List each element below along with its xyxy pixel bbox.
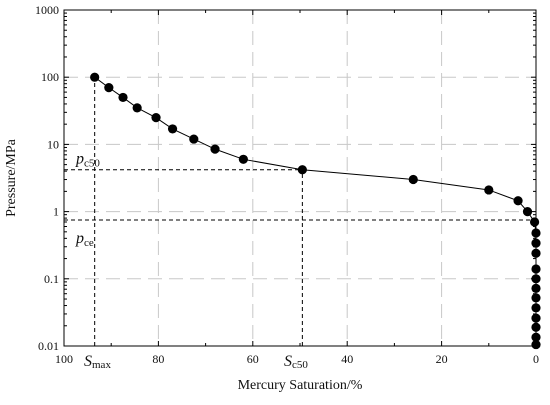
data-points [90, 72, 541, 350]
annotation-sc50: Sc50 [284, 353, 308, 371]
data-point-13 [522, 207, 533, 217]
x-tick-label-0: 100 [55, 352, 73, 366]
x-tick-label-2: 60 [247, 352, 259, 366]
x-tick-label-3: 40 [341, 352, 353, 366]
data-point-1 [104, 83, 114, 93]
annotation-pc50: pc50 [75, 151, 100, 170]
annotation-pc50-sub: c50 [84, 158, 100, 170]
y-tick-label-2: 1 [53, 205, 59, 219]
plot-frame [63, 9, 537, 347]
x-axis-title: Mercury Saturation/% [238, 378, 363, 393]
y-axis-title: Pressure/MPa [4, 138, 19, 217]
data-point-7 [210, 144, 220, 154]
annotation-smax-sub: max [92, 359, 111, 371]
annotation-pce-sub: ce [84, 237, 94, 249]
data-point-12 [513, 196, 523, 206]
annotation-sc50-sub: c50 [292, 359, 308, 371]
axis-ticks [63, 9, 537, 347]
x-tick-label-4: 20 [436, 352, 448, 366]
data-point-10 [408, 174, 418, 185]
reference-lines [64, 77, 536, 346]
annotation-sc50-main: S [284, 353, 292, 370]
annotation-smax-main: S [84, 353, 92, 370]
x-tick-labels: 100 80 60 40 20 0 [55, 352, 539, 366]
x-tick-label-1: 80 [152, 352, 164, 366]
data-point-9 [297, 165, 307, 175]
y-tick-label-1: 0.1 [44, 272, 59, 286]
data-point-11 [484, 185, 494, 195]
y-tick-label-3: 10 [47, 137, 59, 151]
data-point-5 [167, 124, 178, 134]
series-line [94, 76, 537, 345]
grid [64, 10, 536, 346]
data-point-4 [151, 113, 161, 123]
data-point-2 [118, 92, 128, 103]
y-tick-labels: 0.01 0.1 1 10 100 1000 [35, 3, 59, 353]
annotation-smax: Smax [84, 353, 111, 371]
annotation-pce-main: p [75, 230, 84, 247]
y-tick-label-5: 1000 [35, 3, 59, 17]
annotation-pce: pce [75, 230, 94, 249]
y-tick-label-4: 100 [41, 70, 59, 84]
data-curve [94, 76, 537, 345]
x-tick-label-5: 0 [533, 352, 539, 366]
data-point-6 [189, 134, 199, 144]
annotation-pc50-main: p [75, 151, 84, 168]
data-point-0 [90, 72, 100, 82]
data-point-3 [132, 103, 142, 113]
data-point-8 [238, 154, 248, 164]
y-tick-label-0: 0.01 [38, 339, 59, 353]
